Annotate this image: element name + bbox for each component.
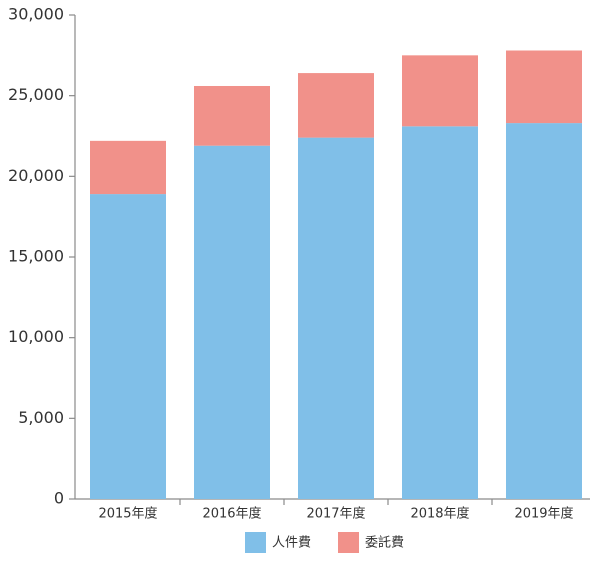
bar-segment [90,194,166,499]
bar-segment [402,55,478,127]
x-tick-label: 2018年度 [410,506,469,522]
x-tick-label: 2016年度 [202,506,261,522]
bar-segment [90,140,166,195]
x-tick-label: 2019年度 [514,506,573,522]
bar-segment [194,145,270,499]
legend-swatch [245,532,266,553]
y-tick-label: 0 [54,489,64,508]
x-tick-label: 2015年度 [98,506,157,522]
bar-segment [194,85,270,146]
bar-segment [298,137,374,499]
bar-segment [402,126,478,499]
bar-segment [506,50,582,124]
legend-label: 人件費 [272,536,311,551]
legend-label: 委託費 [365,535,404,551]
y-tick-label: 15,000 [8,247,64,266]
bar-segment [298,73,374,138]
legend-swatch [338,532,359,553]
y-tick-label: 5,000 [18,408,64,427]
bar-segment [506,123,582,500]
y-tick-label: 10,000 [8,327,64,346]
y-tick-label: 25,000 [8,85,64,104]
y-tick-label: 20,000 [8,166,64,185]
x-tick-label: 2017年度 [306,506,365,522]
y-tick-label: 30,000 [8,5,64,24]
